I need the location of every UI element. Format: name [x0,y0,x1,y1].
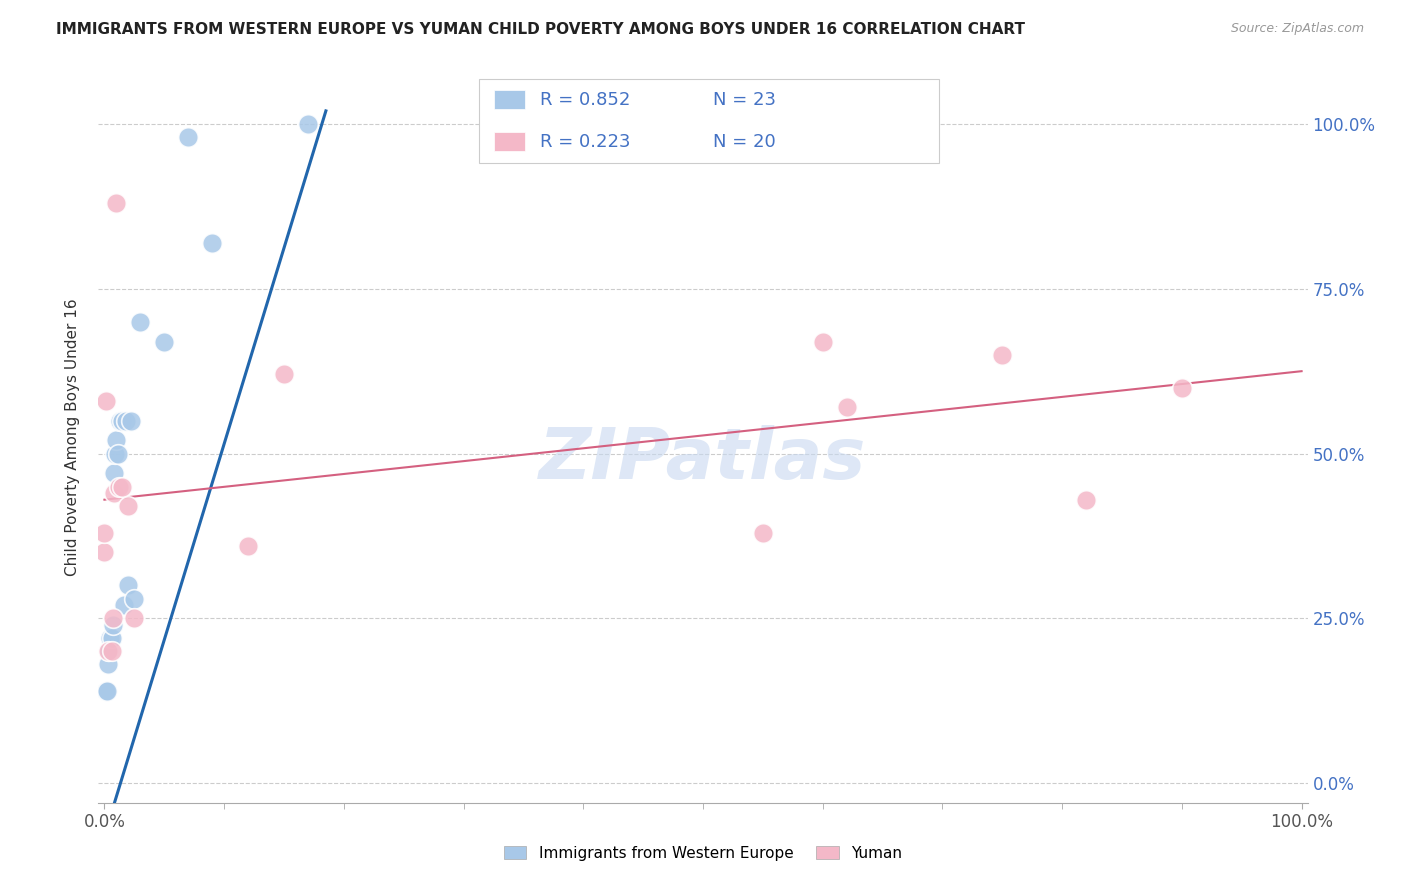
Point [101,611,124,625]
Point [111,479,134,493]
Point [103,486,125,500]
Point [117,500,139,514]
Point [94,393,117,408]
Point [991,348,1014,362]
Point [273,368,295,382]
Point [100,631,122,645]
Text: R = 0.852: R = 0.852 [540,91,630,109]
Point [129,315,152,329]
Point [94,683,117,698]
Text: N = 20: N = 20 [713,133,776,151]
Point [752,525,775,540]
Point [104,446,127,460]
Point [111,414,134,428]
Point [124,611,146,625]
Point [117,578,139,592]
Point [103,467,125,481]
Point [1074,492,1097,507]
Point [153,334,176,349]
Point [107,446,129,460]
Text: IMMIGRANTS FROM WESTERN EUROPE VS YUMAN CHILD POVERTY AMONG BOYS UNDER 16 CORREL: IMMIGRANTS FROM WESTERN EUROPE VS YUMAN … [56,22,1025,37]
Point [97,657,120,672]
Text: R = 0.223: R = 0.223 [540,133,630,151]
Point [108,414,131,428]
Point [835,401,858,415]
Point [105,434,128,448]
Point [115,414,138,428]
Text: Source: ZipAtlas.com: Source: ZipAtlas.com [1230,22,1364,36]
Legend: Immigrants from Western Europe, Yuman: Immigrants from Western Europe, Yuman [496,838,910,868]
Point [93,545,115,559]
Text: ZIPatlas: ZIPatlas [540,425,866,493]
Text: N = 23: N = 23 [713,91,776,109]
Point [98,644,121,658]
Point [97,644,120,658]
Point [236,539,259,553]
Point [96,683,118,698]
Point [201,235,224,250]
Point [120,414,142,428]
Y-axis label: Child Poverty Among Boys Under 16: Child Poverty Among Boys Under 16 [65,298,80,576]
Point [177,130,200,145]
Bar [494,132,526,152]
Point [100,631,122,645]
Point [297,117,319,131]
Point [112,598,135,612]
Point [124,591,146,606]
Point [100,644,122,658]
Point [105,196,128,211]
Point [93,525,115,540]
Point [1171,381,1194,395]
Point [107,479,129,493]
Point [811,334,834,349]
Bar [494,90,526,109]
Point [101,618,124,632]
FancyBboxPatch shape [479,78,939,163]
